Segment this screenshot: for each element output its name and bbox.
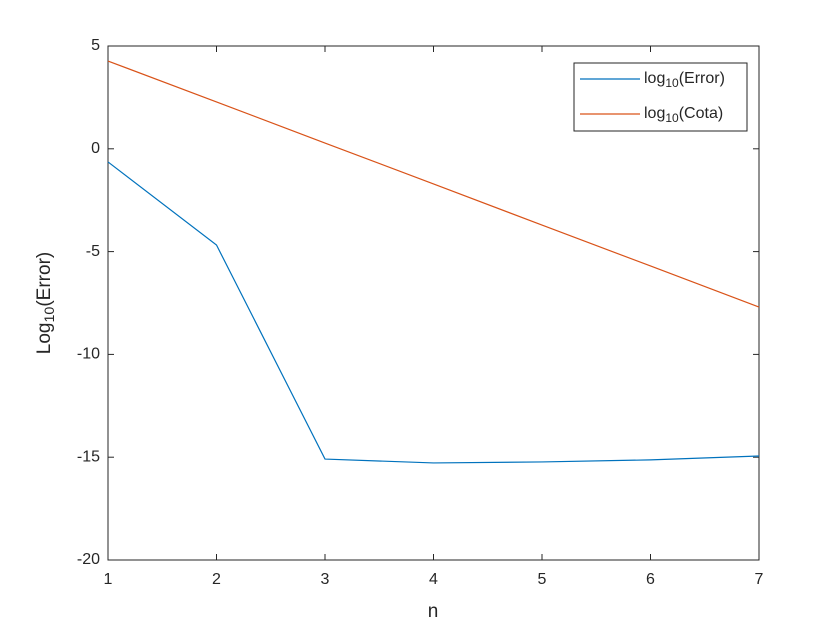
- x-tick-label: 2: [212, 571, 221, 588]
- plot-area: [107, 45, 760, 561]
- data-line: [107, 60, 760, 308]
- x-axis-label: n: [428, 601, 439, 622]
- x-tick-label: 5: [538, 571, 547, 588]
- data-line: [107, 161, 760, 464]
- x-tick-label: 3: [321, 571, 330, 588]
- legend-box: [573, 62, 748, 132]
- y-tick-label: -15: [77, 448, 100, 465]
- x-tick-label: 1: [104, 571, 113, 588]
- y-tick-label: 5: [91, 37, 100, 54]
- y-tick-label: -5: [86, 243, 100, 260]
- legend-label: log10(Cota): [644, 105, 723, 125]
- x-tick-label: 4: [429, 571, 438, 588]
- y-tick-label: 0: [91, 140, 100, 157]
- y-tick-label: -20: [77, 551, 100, 568]
- x-tick-label: 7: [755, 571, 764, 588]
- y-tick-label: -10: [77, 346, 100, 363]
- legend-label: log10(Error): [644, 70, 725, 90]
- x-tick-label: 6: [646, 571, 655, 588]
- y-axis-label: Log10(Error): [34, 252, 58, 354]
